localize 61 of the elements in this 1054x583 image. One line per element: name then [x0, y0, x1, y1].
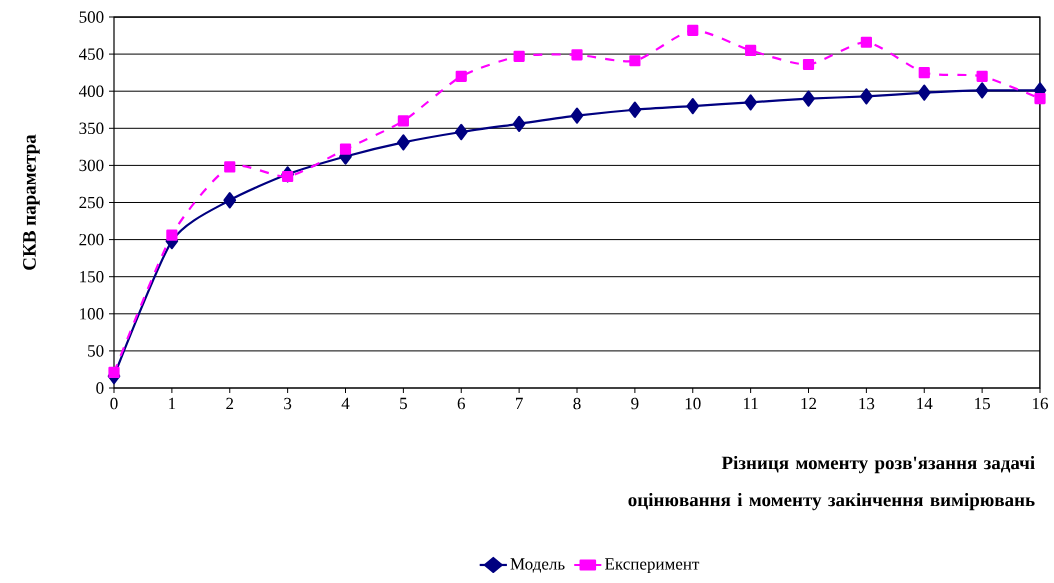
x-tick-label: 0: [110, 397, 118, 410]
point: [454, 123, 468, 141]
y-tick-label: 350: [79, 122, 104, 135]
y-tick-label: 100: [80, 308, 104, 320]
point: [975, 82, 989, 99]
point: [917, 84, 931, 101]
x-tick-label: 9: [631, 397, 639, 410]
y-tick-label: 50: [88, 345, 104, 357]
x-tick-label: 2: [226, 397, 234, 410]
point: [802, 90, 815, 107]
point: [571, 49, 583, 61]
y-tick-label: 500: [79, 11, 104, 23]
y-tick-label: 0: [96, 382, 104, 394]
point: [860, 36, 872, 48]
point: [629, 55, 641, 67]
point: [628, 101, 642, 118]
y-tick-label: 450: [78, 48, 104, 60]
point: [223, 192, 237, 209]
point: [397, 115, 409, 127]
point: [802, 58, 815, 71]
y-tick-label: 300: [79, 159, 104, 172]
point: [745, 44, 757, 56]
x-axis-title: Різниця моменту розв'язання задачі оцінювання і моменту закінчення вимірювань: [628, 455, 1035, 511]
x-tick-label: 12: [801, 397, 817, 410]
x-tick-label: 1: [169, 397, 176, 410]
point: [339, 143, 352, 155]
legend-label: Модель: [510, 558, 565, 573]
x-tick-label: 6: [457, 397, 466, 410]
point: [686, 97, 700, 115]
x-tick-label: 8: [573, 397, 581, 410]
point: [1034, 93, 1046, 105]
point: [166, 229, 178, 241]
point: [512, 115, 526, 132]
x-tick-label: 14: [917, 397, 933, 410]
x-tick-label: 11: [743, 397, 758, 410]
x-tick-label: 5: [400, 397, 407, 410]
legend-label: Експеримент: [605, 558, 700, 574]
y-tick-label: 250: [79, 196, 104, 209]
point: [744, 94, 757, 111]
point: [513, 50, 525, 62]
x-tick-label: 13: [859, 397, 875, 410]
x-tick-label: 3: [284, 397, 292, 410]
point: [976, 70, 988, 82]
point: [860, 88, 873, 105]
x-tick-label: 10: [685, 397, 701, 410]
x-tick-label: 4: [341, 397, 350, 410]
point: [570, 107, 584, 124]
point: [397, 134, 410, 151]
y-tick-label: 200: [79, 233, 104, 246]
point: [687, 24, 699, 36]
x-tick-label: 15: [975, 397, 990, 410]
y-tick-label: 150: [80, 270, 104, 283]
y-tick-label: 400: [78, 85, 104, 97]
point: [282, 170, 294, 183]
point: [108, 366, 120, 379]
x-tick-label: 16: [1033, 397, 1049, 410]
point: [224, 161, 236, 173]
y-axis-title: СКВ параметра: [23, 134, 40, 270]
x-tick-label: 7: [516, 397, 523, 409]
point: [455, 70, 467, 82]
point: [918, 67, 930, 79]
